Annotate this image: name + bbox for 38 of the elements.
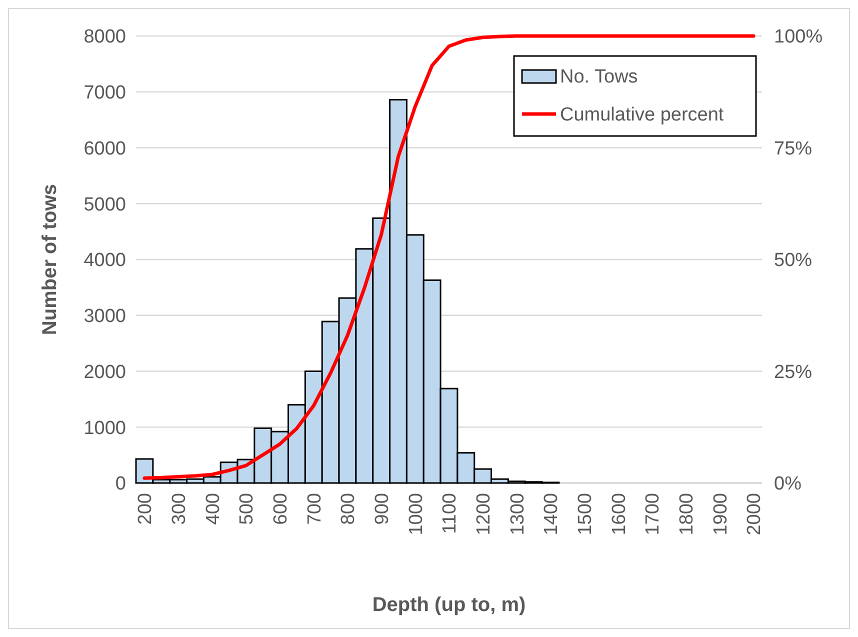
x-tick-label: 2000 [744,493,766,536]
x-tick-label: 600 [270,493,292,525]
y-tick-label: 6000 [84,138,126,160]
y2-tick-label: 25% [774,362,812,383]
x-tick-label: 1800 [676,493,698,536]
y-tick-label: 8000 [84,26,126,48]
x-tick-label: 1600 [608,493,630,536]
y2-tick-label: 0% [774,474,802,495]
y-tick-label: 2000 [84,362,126,383]
x-tick-label: 800 [338,493,360,525]
x-tick-label: 1200 [473,493,494,536]
legend-label: Cumulative percent [560,104,724,126]
x-tick-label: 900 [372,493,393,525]
x-tick-label: 1700 [642,493,664,536]
y-tick-label: 3000 [84,306,126,328]
x-tick-label: 300 [168,493,190,525]
x-tick-label: 200 [135,493,156,525]
y-tick-label: 1000 [84,418,126,439]
x-tick-label: 700 [304,493,326,525]
y-axis-title: Number of tows [39,184,61,336]
y2-tick-label: 50% [774,250,812,272]
y-tick-label: 5000 [84,194,126,216]
x-tick-label: 1100 [440,493,461,534]
line-series [142,34,756,480]
x-tick-label: 1300 [507,493,528,536]
y2-tick-label: 100% [774,26,823,48]
y-tick-label: 0 [115,474,126,495]
x-tick-label: 1000 [406,493,427,536]
x-axis-title: Depth (up to, m) [372,594,526,616]
x-tick-label: 1500 [575,493,596,536]
x-tick-label: 400 [202,493,224,525]
legend-label: No. Tows [560,66,638,88]
y2-tick-label: 75% [774,138,812,160]
x-tick-label: 500 [236,493,258,525]
x-tick-label: 1400 [541,493,562,536]
x-tick-label: 1900 [710,493,732,536]
y-tick-label: 4000 [84,250,126,272]
y-tick-label: 7000 [84,82,126,104]
